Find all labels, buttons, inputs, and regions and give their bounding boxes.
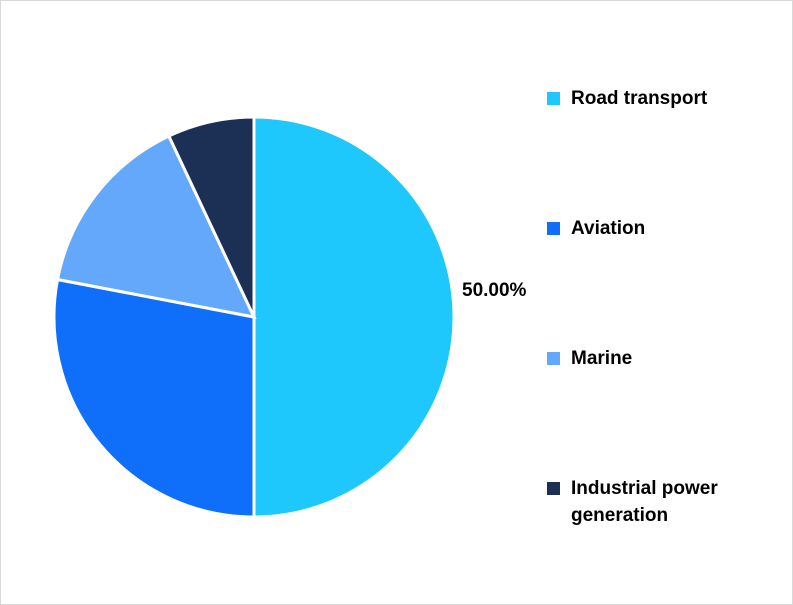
legend-item: Aviation (547, 215, 757, 242)
legend-item: Industrial power generation (547, 475, 757, 529)
legend-swatch (547, 482, 560, 495)
pie-slice (55, 134, 257, 320)
legend-swatch (547, 352, 560, 365)
legend-swatch (547, 92, 560, 105)
legend-label: Industrial power generation (571, 478, 718, 526)
legend-item: Road transport (547, 85, 757, 112)
pie-slice (252, 115, 456, 519)
legend-label: Aviation (571, 218, 646, 239)
data-label: 50.00% (462, 280, 527, 301)
pie-area: 50.00% (52, 115, 527, 519)
pie-slice (166, 115, 256, 318)
legend-label: Marine (571, 348, 633, 369)
pie-slice (52, 277, 256, 519)
legend-swatch (547, 222, 560, 235)
legend-label: Road transport (571, 88, 708, 109)
legend-item: Marine (547, 345, 757, 372)
